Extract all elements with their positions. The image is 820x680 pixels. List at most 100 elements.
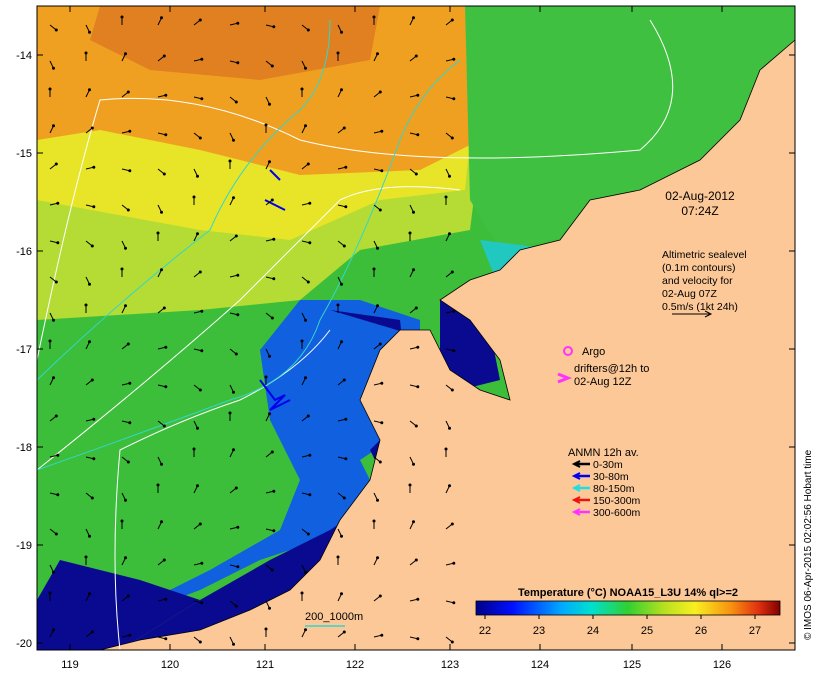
velocity-arrowhead — [270, 198, 274, 202]
velocity-arrowhead — [416, 93, 420, 97]
velocity-arrowhead — [90, 126, 94, 130]
velocity-arrowhead — [452, 97, 456, 101]
velocity-arrowhead — [344, 165, 348, 169]
velocity-arrowhead — [160, 462, 163, 466]
velocity-arrowhead — [52, 376, 55, 380]
velocity-arrowhead — [236, 61, 240, 65]
velocity-arrowhead — [448, 484, 451, 488]
lat-tick-label: -15 — [16, 148, 32, 160]
time-label: 07:24Z — [681, 204, 718, 218]
velocity-arrowhead — [378, 90, 382, 94]
velocity-arrowhead — [236, 313, 240, 317]
velocity-arrowhead — [264, 627, 268, 631]
anmn-arrow-icon — [571, 496, 581, 504]
colorbar-tick-label: 27 — [749, 625, 761, 637]
velocity-arrowhead — [308, 453, 312, 457]
velocity-arrowhead — [52, 124, 55, 128]
velocity-arrowhead — [414, 424, 418, 428]
velocity-arrowhead — [304, 628, 307, 632]
velocity-arrowhead — [120, 519, 124, 523]
lon-tick-label: 119 — [61, 659, 79, 671]
velocity-arrowhead — [196, 174, 199, 178]
velocity-arrowhead — [308, 201, 312, 205]
velocity-arrowhead — [124, 246, 127, 250]
lat-tick-label: -14 — [16, 50, 32, 62]
velocity-arrowhead — [162, 306, 166, 310]
velocity-arrowhead — [200, 309, 204, 313]
velocity-arrowhead — [268, 354, 271, 358]
velocity-arrowhead — [164, 637, 168, 641]
velocity-arrowhead — [236, 21, 240, 25]
velocity-arrowhead — [92, 165, 96, 169]
velocity-arrowhead — [416, 133, 420, 137]
lon-tick-label: 123 — [441, 659, 459, 671]
velocity-arrowhead — [378, 208, 382, 212]
velocity-arrowhead — [196, 426, 199, 430]
velocity-arrowhead — [306, 162, 310, 166]
bathymetry-contour — [37, 19, 331, 381]
velocity-arrowhead — [160, 520, 163, 524]
velocity-arrowhead — [412, 16, 415, 20]
velocity-arrowhead — [52, 66, 55, 70]
velocity-arrowhead — [450, 270, 454, 274]
anmn-label: 150-300m — [593, 495, 641, 507]
velocity-arrowhead — [196, 232, 199, 236]
velocity-arrowhead — [84, 555, 88, 559]
sealevel-contour — [37, 19, 674, 361]
sst-hot-zone — [90, 6, 380, 80]
velocity-arrowhead — [156, 483, 160, 487]
lat-tick-label: -16 — [16, 246, 32, 258]
velocity-arrowhead — [268, 160, 271, 164]
altimetry-line: 0.5m/s (1kt 24h) — [662, 301, 738, 313]
altimetry-note: Altimetric sealevel(0.1m contours)and ve… — [662, 249, 747, 313]
velocity-arrowhead — [306, 532, 310, 536]
velocity-arrowhead — [340, 30, 343, 34]
velocity-arrowhead — [308, 493, 312, 497]
velocity-arrowhead — [192, 195, 196, 199]
velocity-arrowhead — [164, 345, 168, 349]
lat-tick-label: -19 — [16, 540, 32, 552]
velocity-arrowhead — [376, 52, 379, 56]
velocity-arrowhead — [200, 97, 204, 101]
lat-tick-label: -17 — [16, 344, 32, 356]
velocity-arrowhead — [450, 18, 454, 22]
velocity-arrowhead — [236, 273, 240, 277]
drifters-label: drifters@12h to — [574, 363, 649, 375]
altimetry-line: 02-Aug 07Z — [662, 288, 717, 300]
lon-tick-label: 125 — [623, 659, 641, 671]
velocity-arrowhead — [56, 453, 60, 457]
velocity-arrowhead — [452, 601, 456, 605]
colorbar-tick-label: 24 — [587, 625, 599, 637]
velocity-arrowhead — [120, 267, 124, 271]
colorbar-ticks: 22 23 24 25 26 27 — [479, 615, 761, 637]
velocity-arrowhead — [126, 594, 130, 598]
lat-axis: -14 -15 -16 -17 -18 -19 -20 — [16, 50, 795, 650]
velocity-arrowhead — [340, 534, 343, 538]
velocity-arrowhead — [380, 381, 384, 385]
velocity-arrowhead — [300, 339, 304, 343]
velocity-arrowhead — [448, 232, 451, 236]
velocity-arrowhead — [416, 597, 420, 601]
velocity-arrowhead — [90, 496, 94, 500]
velocity-arrowhead — [88, 30, 91, 34]
velocity-arrowhead — [304, 66, 307, 70]
velocity-arrowhead — [232, 390, 235, 394]
land-mass — [99, 39, 795, 650]
velocity-arrowhead — [376, 498, 379, 502]
date-label: 02-Aug-2012 — [665, 189, 735, 203]
velocity-arrowhead — [444, 195, 448, 199]
argo-marker-icon — [563, 346, 573, 356]
sst-blue-band — [60, 300, 420, 650]
velocity-arrowhead — [90, 244, 94, 248]
altimetry-line: and velocity for — [662, 275, 733, 287]
colorbar-title: Temperature (°C) NOAA15_L3U 14% ql>=2 — [518, 587, 738, 599]
velocity-arrowhead — [452, 57, 456, 61]
velocity-arrowhead — [236, 525, 240, 529]
velocity-arrowhead — [448, 426, 451, 430]
velocity-arrowhead — [52, 570, 55, 574]
colorbar-tick-label: 26 — [695, 625, 707, 637]
velocity-arrowhead — [88, 534, 91, 538]
colorbar-tick-label: 25 — [641, 625, 653, 637]
